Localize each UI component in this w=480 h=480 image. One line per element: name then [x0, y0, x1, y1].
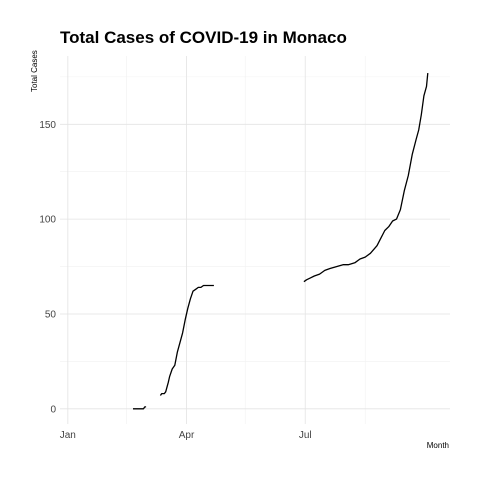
y-tick-label: 150 [39, 120, 56, 131]
chart-title: Total Cases of COVID-19 in Monaco [60, 28, 347, 47]
series-line [303, 73, 429, 283]
y-tick-label: 50 [45, 309, 57, 320]
y-axis-title: Total Cases [30, 50, 39, 92]
series-group [133, 73, 429, 410]
x-axis-title: Month [427, 441, 449, 450]
x-axis-tick-labels: Jan Apr Jul [60, 430, 312, 441]
y-tick-label: 100 [39, 215, 56, 226]
x-tick-label: Apr [179, 430, 195, 441]
minor-gridlines [60, 56, 450, 424]
x-tick-label: Jan [60, 430, 76, 441]
y-tick-label: 0 [50, 404, 56, 415]
x-tick-label: Jul [299, 430, 312, 441]
series-line [133, 406, 147, 410]
major-gridlines [60, 56, 450, 424]
y-axis-tick-labels: 0 50 100 150 [39, 120, 56, 416]
series-line [159, 284, 214, 396]
